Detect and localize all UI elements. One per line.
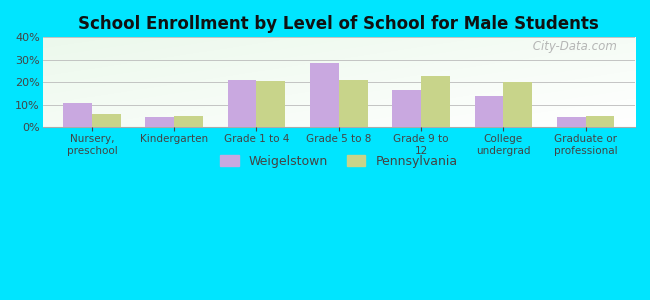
Legend: Weigelstown, Pennsylvania: Weigelstown, Pennsylvania — [215, 150, 463, 173]
Bar — [146, 117, 174, 127]
Bar — [339, 80, 367, 127]
Bar — [474, 96, 503, 127]
Bar — [503, 82, 532, 127]
Bar — [92, 114, 121, 127]
Bar — [586, 116, 614, 127]
Bar — [392, 90, 421, 127]
Text: City-Data.com: City-Data.com — [529, 40, 617, 53]
Title: School Enrollment by Level of School for Male Students: School Enrollment by Level of School for… — [79, 15, 599, 33]
Bar — [174, 116, 203, 127]
Bar — [63, 103, 92, 127]
Bar — [557, 117, 586, 127]
Bar — [421, 76, 450, 127]
Bar — [257, 81, 285, 127]
Bar — [310, 63, 339, 127]
Bar — [227, 80, 257, 127]
